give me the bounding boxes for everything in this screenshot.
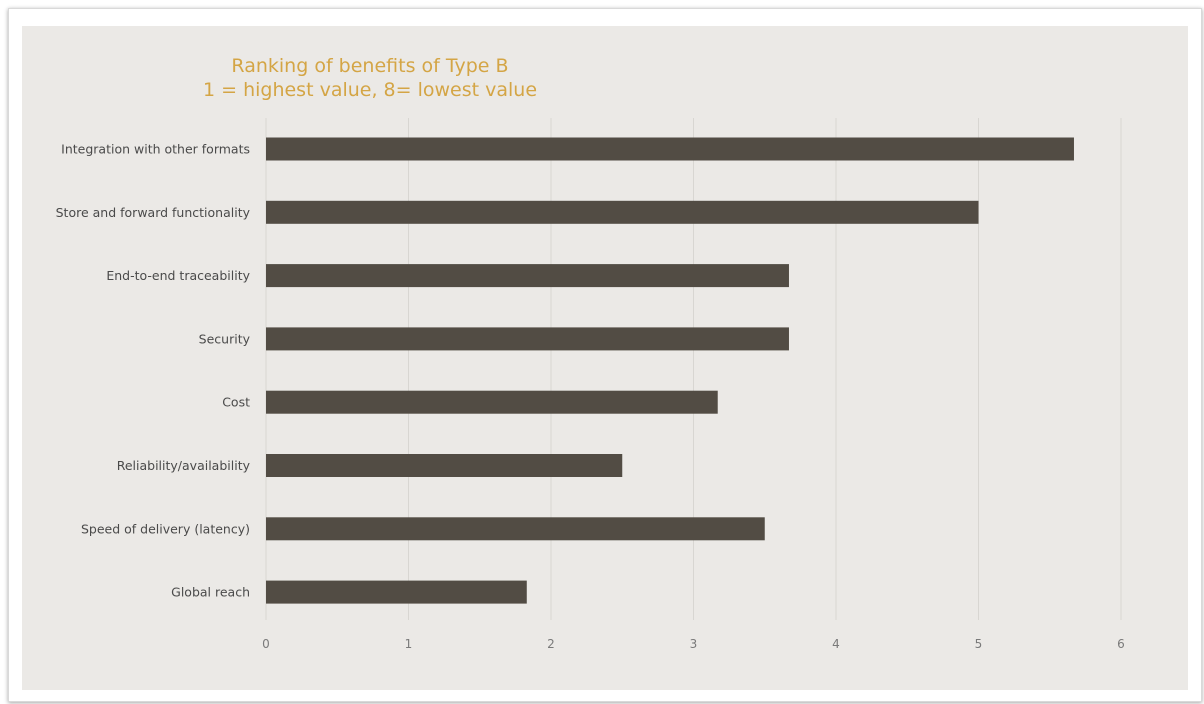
x-tick-label: 6 — [1117, 637, 1125, 651]
x-tick-label: 4 — [832, 637, 840, 651]
category-label: Security — [199, 331, 251, 346]
x-tick-label: 5 — [975, 637, 983, 651]
category-label: Reliability/availability — [117, 458, 251, 473]
bar — [266, 454, 623, 477]
x-tick-label: 0 — [262, 637, 270, 651]
bar — [266, 137, 1074, 161]
bar-layer — [266, 137, 1074, 604]
category-labels: Integration with other formats Store and … — [56, 142, 251, 600]
x-tick-label: 1 — [405, 637, 413, 651]
chart-title-block: Ranking of benefits of Type B 1 = highes… — [160, 54, 580, 102]
chart-subtitle: 1 = highest value, 8= lowest value — [202, 79, 538, 101]
bar — [266, 390, 718, 414]
category-label: Integration with other formats — [61, 142, 250, 157]
tick-labels: 0 1 2 3 4 5 6 — [262, 637, 1125, 651]
category-label: Cost — [222, 395, 250, 410]
bar — [266, 327, 789, 351]
category-label: Store and forward functionality — [56, 205, 251, 220]
x-tick-label: 3 — [690, 637, 698, 651]
bar — [266, 264, 789, 288]
chart-area — [22, 26, 1188, 690]
bar — [266, 580, 527, 604]
bar — [266, 517, 765, 541]
grid-layer — [265, 118, 1122, 620]
bar — [266, 200, 979, 224]
category-label: Speed of delivery (latency) — [81, 521, 250, 536]
chart-title: Ranking of benefits of Type B — [231, 55, 509, 77]
x-tick-label: 2 — [547, 637, 555, 651]
category-label: End-to-end traceability — [106, 268, 250, 283]
category-label: Global reach — [171, 585, 250, 600]
